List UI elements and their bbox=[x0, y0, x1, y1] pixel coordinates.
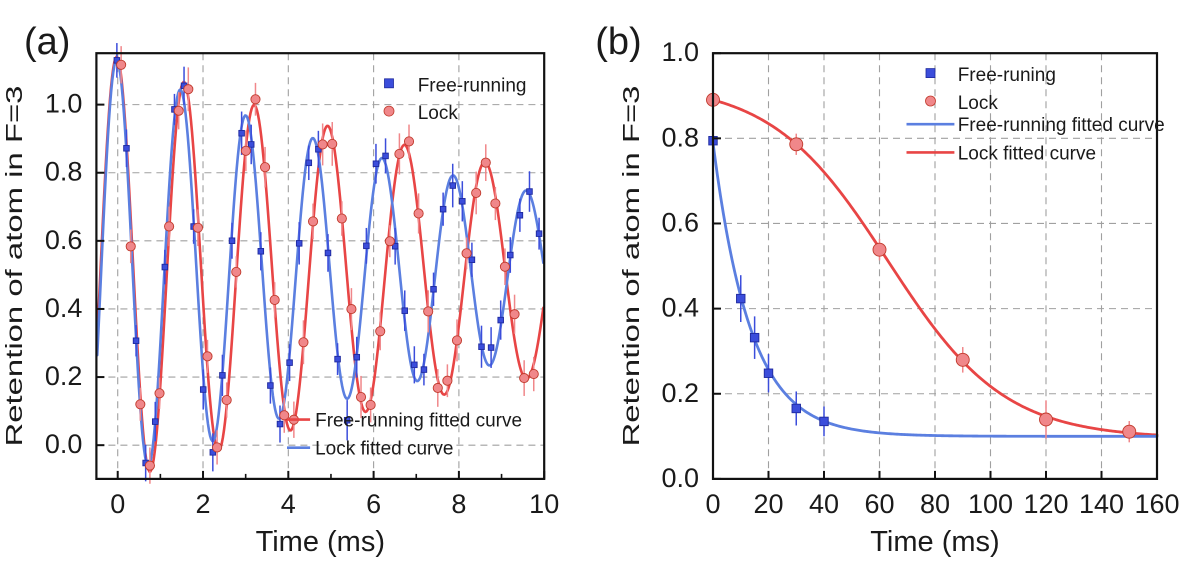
svg-text:Retention of atom in F=3: Retention of atom in F=3 bbox=[1, 86, 27, 447]
svg-text:0.4: 0.4 bbox=[45, 293, 83, 323]
svg-text:4: 4 bbox=[281, 489, 296, 519]
svg-text:0.2: 0.2 bbox=[661, 378, 699, 408]
svg-text:0: 0 bbox=[110, 489, 125, 519]
svg-text:1.0: 1.0 bbox=[45, 89, 83, 119]
svg-text:Free-runing: Free-runing bbox=[958, 65, 1056, 86]
svg-text:0.8: 0.8 bbox=[45, 157, 83, 187]
svg-text:0.0: 0.0 bbox=[661, 463, 699, 493]
svg-text:(a): (a) bbox=[24, 21, 70, 63]
svg-text:6: 6 bbox=[366, 489, 381, 519]
svg-text:0.6: 0.6 bbox=[45, 225, 83, 255]
svg-text:0.2: 0.2 bbox=[45, 361, 83, 391]
svg-text:0.6: 0.6 bbox=[661, 207, 699, 237]
svg-text:1.0: 1.0 bbox=[661, 37, 699, 67]
svg-text:0.0: 0.0 bbox=[45, 429, 83, 459]
svg-text:10: 10 bbox=[529, 489, 559, 519]
svg-text:Time (ms): Time (ms) bbox=[870, 526, 999, 558]
svg-text:0: 0 bbox=[705, 489, 720, 519]
svg-text:160: 160 bbox=[1134, 489, 1179, 519]
svg-text:Free-running: Free-running bbox=[418, 75, 527, 96]
svg-text:Lock: Lock bbox=[418, 103, 459, 124]
svg-text:0.4: 0.4 bbox=[661, 293, 699, 323]
svg-text:80: 80 bbox=[920, 489, 950, 519]
svg-text:120: 120 bbox=[1023, 489, 1068, 519]
svg-text:Lock fitted curve: Lock fitted curve bbox=[958, 143, 1096, 164]
svg-text:100: 100 bbox=[968, 489, 1013, 519]
svg-text:8: 8 bbox=[451, 489, 466, 519]
svg-text:Free-running fitted curve: Free-running fitted curve bbox=[315, 411, 522, 432]
svg-text:Lock fitted curve: Lock fitted curve bbox=[315, 439, 453, 460]
svg-text:0.8: 0.8 bbox=[661, 122, 699, 152]
svg-text:Retention of atom in F=3: Retention of atom in F=3 bbox=[618, 86, 644, 447]
svg-text:20: 20 bbox=[753, 489, 783, 519]
svg-text:60: 60 bbox=[864, 489, 894, 519]
svg-text:2: 2 bbox=[196, 489, 211, 519]
svg-text:(b): (b) bbox=[595, 21, 641, 63]
svg-text:140: 140 bbox=[1079, 489, 1124, 519]
svg-text:Free-running fitted curve: Free-running fitted curve bbox=[958, 115, 1165, 136]
svg-text:Time (ms): Time (ms) bbox=[256, 526, 385, 558]
svg-text:Lock: Lock bbox=[958, 93, 999, 114]
svg-text:40: 40 bbox=[809, 489, 839, 519]
